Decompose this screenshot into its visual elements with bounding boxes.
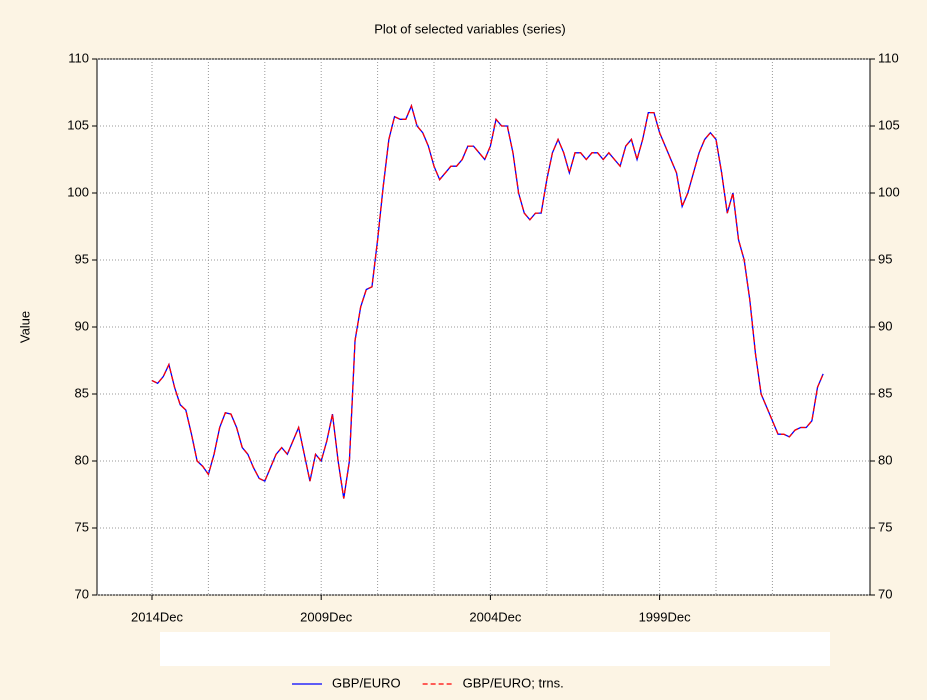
y2-tick-label: 100 [878, 184, 900, 199]
y-axis-label: Value [17, 311, 32, 343]
y-tick-label: 80 [75, 452, 89, 467]
y-tick-label: 100 [67, 184, 89, 199]
chart-title: Plot of selected variables (series) [374, 21, 565, 36]
y2-tick-label: 95 [878, 251, 892, 266]
y2-tick-label: 105 [878, 117, 900, 132]
y2-tick-label: 75 [878, 519, 892, 534]
x-tick-label: 1999Dec [639, 609, 692, 624]
y2-tick-label: 85 [878, 385, 892, 400]
series-line [151, 103, 824, 499]
legend-label: GBP/EURO [332, 675, 401, 690]
plot-area [96, 58, 871, 596]
x-tick-label: 2009Dec [300, 609, 353, 624]
x-tick-label: 2014Dec [131, 609, 184, 624]
y-tick-label: 70 [75, 586, 89, 601]
blank-box [160, 632, 830, 666]
y2-tick-label: 80 [878, 452, 892, 467]
y-tick-label: 85 [75, 385, 89, 400]
y-tick-label: 90 [75, 318, 89, 333]
y-tick-label: 95 [75, 251, 89, 266]
y2-tick-label: 110 [878, 50, 899, 65]
y2-tick-label: 90 [878, 318, 892, 333]
y-tick-label: 105 [67, 117, 89, 132]
y2-tick-label: 70 [878, 586, 892, 601]
y-tick-label: 75 [75, 519, 89, 534]
y-tick-label: 110 [68, 50, 89, 65]
legend-label: GBP/EURO; trns. [463, 675, 564, 690]
x-tick-label: 2004Dec [469, 609, 522, 624]
